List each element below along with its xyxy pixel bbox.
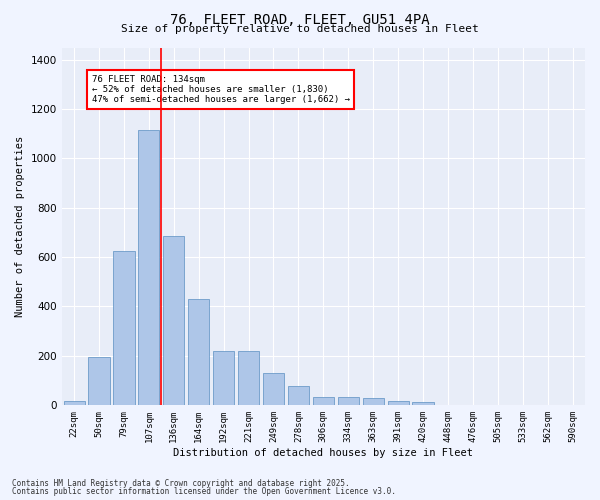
Bar xyxy=(263,373,284,405)
Bar xyxy=(64,401,85,405)
Bar xyxy=(188,299,209,405)
Text: Size of property relative to detached houses in Fleet: Size of property relative to detached ho… xyxy=(121,24,479,34)
Text: 76, FLEET ROAD, FLEET, GU51 4PA: 76, FLEET ROAD, FLEET, GU51 4PA xyxy=(170,12,430,26)
Y-axis label: Number of detached properties: Number of detached properties xyxy=(15,136,25,317)
Text: Contains public sector information licensed under the Open Government Licence v3: Contains public sector information licen… xyxy=(12,487,396,496)
X-axis label: Distribution of detached houses by size in Fleet: Distribution of detached houses by size … xyxy=(173,448,473,458)
Bar xyxy=(338,397,359,405)
Bar xyxy=(238,351,259,405)
Bar xyxy=(388,401,409,405)
Text: 76 FLEET ROAD: 134sqm
← 52% of detached houses are smaller (1,830)
47% of semi-d: 76 FLEET ROAD: 134sqm ← 52% of detached … xyxy=(92,74,350,104)
Text: Contains HM Land Registry data © Crown copyright and database right 2025.: Contains HM Land Registry data © Crown c… xyxy=(12,478,350,488)
Bar xyxy=(412,402,434,405)
Bar xyxy=(138,130,160,405)
Bar xyxy=(213,351,234,405)
Bar xyxy=(88,357,110,405)
Bar xyxy=(288,386,309,405)
Bar xyxy=(163,236,184,405)
Bar xyxy=(313,397,334,405)
Bar xyxy=(113,251,134,405)
Bar xyxy=(362,398,384,405)
